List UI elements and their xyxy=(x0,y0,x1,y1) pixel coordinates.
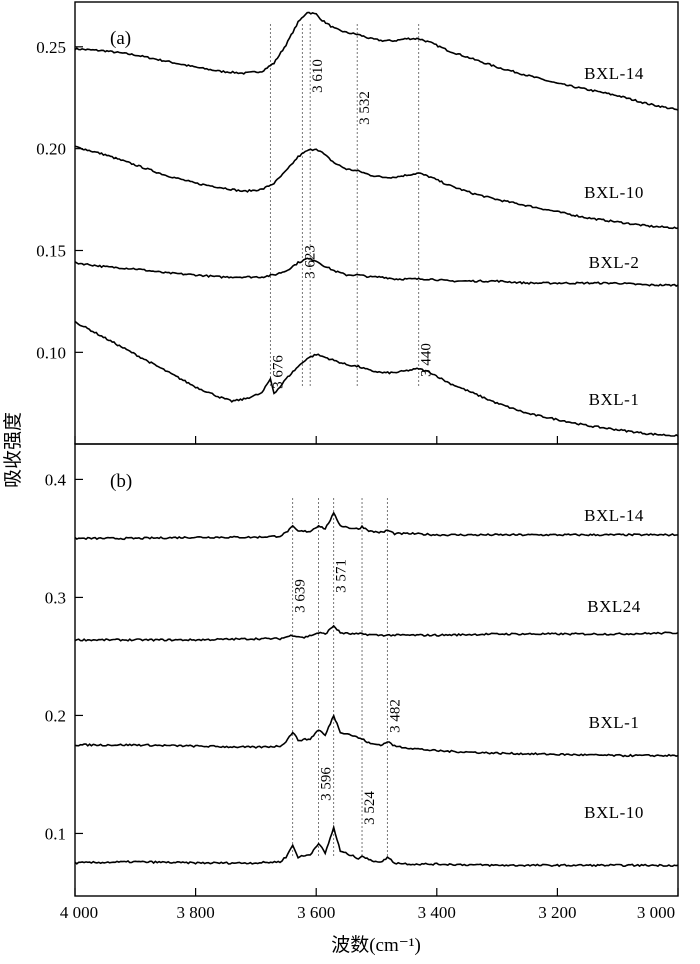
panel-a-series-label: BXL-10 xyxy=(584,183,644,202)
panel-b-series-line xyxy=(74,824,679,868)
panel-a-y-ticks: 0.10 0.15 0.20 0.25 xyxy=(36,38,83,362)
x-tick-label: 3 000 xyxy=(637,903,675,922)
panel-a-peak-label: 3 610 xyxy=(310,59,326,93)
panel-a-y-tick-label: 0.15 xyxy=(36,241,66,260)
y-axis-title: 吸收强度 xyxy=(2,412,24,488)
x-tick-label: 3 800 xyxy=(176,903,214,922)
x-tick-label: 3 400 xyxy=(418,903,456,922)
x-tick-label: 3 600 xyxy=(297,903,335,922)
panel-b-y-tick-label: 0.2 xyxy=(45,706,66,725)
panel-b-peak-label: 3 524 xyxy=(362,791,378,825)
panel-b-y-tick-label: 0.1 xyxy=(45,824,66,843)
panel-b-y-ticks: 0.1 0.2 0.3 0.4 xyxy=(45,470,83,843)
x-axis-title: 波数(cm⁻¹) xyxy=(331,934,421,956)
panel-b-peak-guides: 3 639 3 596 3 571 3 524 3 482 xyxy=(292,498,403,856)
panel-b-series-line xyxy=(74,713,679,758)
panel-a-peak-label: 3 676 xyxy=(270,355,286,389)
panel-a-series-label: BXL-1 xyxy=(589,390,640,409)
x-tick-label: 4 000 xyxy=(60,903,98,922)
panel-a-peak-label: 3 532 xyxy=(357,91,373,125)
panel-a-y-tick-label: 0.20 xyxy=(36,140,66,159)
panel-a-series-label: BXL-2 xyxy=(589,253,640,272)
panel-a-peak-label: 3 440 xyxy=(419,343,435,377)
panel-a-series-line xyxy=(74,320,679,437)
panel-b-frame xyxy=(74,443,679,897)
panel-a-series-line xyxy=(74,11,679,111)
panel-b-peak-label: 3 571 xyxy=(334,559,350,593)
panel-b-peak-label: 3 596 xyxy=(319,767,335,801)
panel-a-series-line xyxy=(74,257,679,287)
panel-b: 0.1 0.2 0.3 0.4 3 639 3 596 3 571 3 524 3 482 B… xyxy=(45,443,679,897)
panel-b-peak-label: 3 639 xyxy=(293,579,309,613)
x-axis-ticks: 4 000 3 800 3 600 3 400 3 200 3 000 xyxy=(60,436,679,922)
panel-b-series-line xyxy=(74,511,679,541)
panel-b-series-line xyxy=(74,624,679,642)
panel-b-series-label: BXL-10 xyxy=(584,803,644,822)
panel-a-label: (a) xyxy=(110,28,131,49)
panel-b-series-label: BXL-1 xyxy=(589,713,640,732)
x-tick-label: 3 200 xyxy=(538,903,576,922)
panel-b-label: (b) xyxy=(110,471,132,492)
panel-a-series: BXL-14 BXL-10 BXL-2 BXL-1 xyxy=(74,11,679,437)
panel-b-peak-label: 3 482 xyxy=(387,699,403,733)
panel-a-y-tick-label: 0.25 xyxy=(36,38,66,57)
panel-a-series-line xyxy=(74,145,679,230)
panel-a-series-label: BXL-14 xyxy=(584,64,644,83)
panel-b-series-label: BXL-14 xyxy=(584,506,644,525)
panel-b-y-tick-label: 0.4 xyxy=(45,470,67,489)
panel-b-y-tick-label: 0.3 xyxy=(45,588,66,607)
panel-b-series: BXL-14 BXL24 BXL-1 BXL-10 xyxy=(74,506,679,868)
panel-a-y-tick-label: 0.10 xyxy=(36,343,66,362)
panel-b-series-label: BXL24 xyxy=(587,597,641,616)
